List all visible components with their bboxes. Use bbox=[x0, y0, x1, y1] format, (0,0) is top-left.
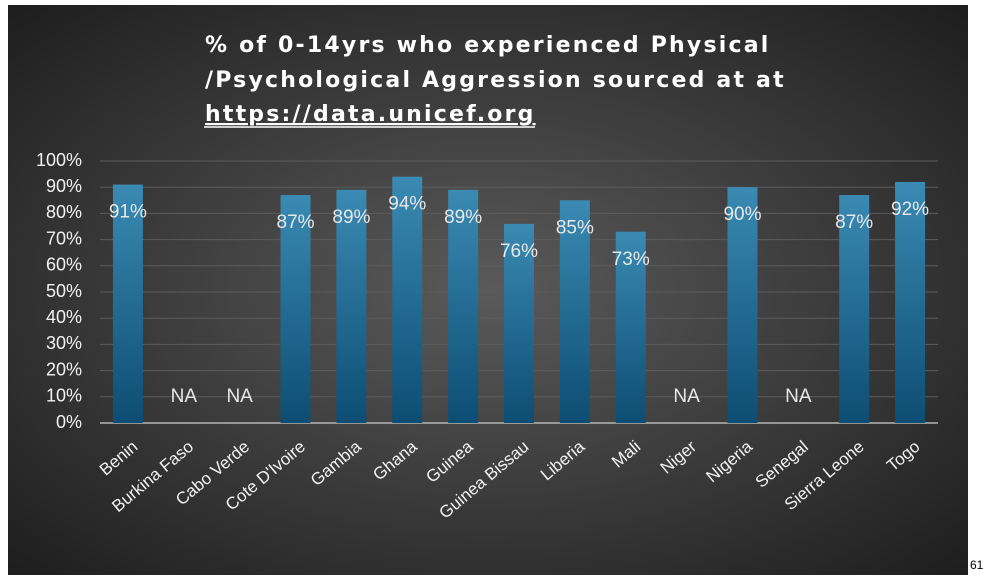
side-note: 61 bbox=[970, 558, 983, 572]
y-tick-label: 90% bbox=[46, 176, 82, 196]
data-label: 87% bbox=[277, 212, 315, 233]
data-label: 89% bbox=[332, 207, 370, 228]
y-tick-label: 70% bbox=[46, 228, 82, 248]
data-label: 91% bbox=[109, 202, 147, 223]
bar bbox=[336, 189, 367, 423]
bar bbox=[895, 181, 926, 423]
bar bbox=[615, 231, 646, 423]
y-tick-label: 50% bbox=[46, 281, 82, 301]
y-tick-label: 60% bbox=[46, 255, 82, 275]
bar bbox=[559, 200, 590, 423]
data-label: 90% bbox=[723, 204, 761, 225]
bar bbox=[448, 189, 479, 423]
y-tick-label: 20% bbox=[46, 359, 82, 379]
data-label: NA bbox=[171, 386, 198, 407]
data-label: 89% bbox=[444, 207, 482, 228]
data-label: 92% bbox=[891, 199, 929, 220]
bar bbox=[504, 223, 534, 423]
y-tick-label: 40% bbox=[46, 307, 82, 327]
chart-title: /Psychological Aggression sourced at at bbox=[205, 68, 786, 93]
y-tick-label: 100% bbox=[36, 150, 82, 170]
chart-title-link[interactable]: https://data.unicef.org bbox=[205, 102, 536, 127]
data-label: 94% bbox=[388, 194, 426, 215]
data-label: NA bbox=[673, 386, 700, 407]
data-label: 73% bbox=[612, 249, 650, 270]
data-label: 87% bbox=[835, 212, 873, 233]
y-tick-label: 10% bbox=[46, 386, 82, 406]
data-label: 76% bbox=[500, 241, 538, 262]
y-tick-label: 80% bbox=[46, 202, 82, 222]
bar bbox=[392, 176, 423, 423]
bar bbox=[727, 187, 758, 423]
y-tick-label: 0% bbox=[56, 412, 82, 432]
data-label: NA bbox=[785, 386, 812, 407]
bar bbox=[839, 195, 870, 423]
data-label: 85% bbox=[556, 217, 594, 238]
bar bbox=[280, 195, 311, 423]
chart-title: % of 0-14yrs who experienced Physical bbox=[205, 33, 771, 58]
data-label: NA bbox=[226, 386, 253, 407]
chart-background bbox=[8, 5, 968, 575]
y-tick-label: 30% bbox=[46, 333, 82, 353]
bar bbox=[112, 184, 143, 423]
